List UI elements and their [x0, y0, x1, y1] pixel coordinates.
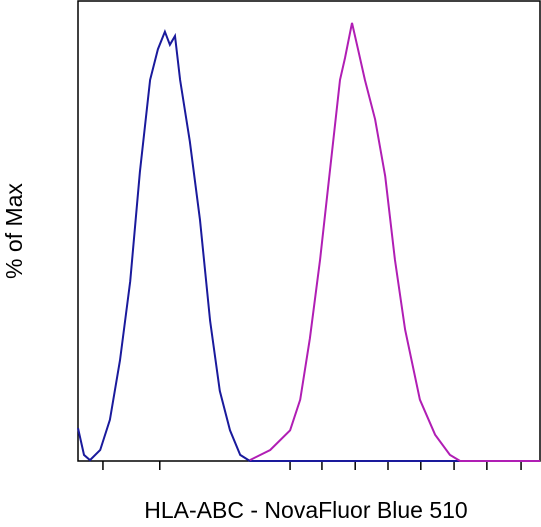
histogram-line	[249, 22, 540, 462]
y-axis-label: % of Max	[1, 183, 27, 279]
histogram-line	[77, 28, 540, 462]
plot-frame	[77, 0, 541, 462]
x-axis-label: HLA-ABC - NovaFluor Blue 510	[144, 497, 467, 523]
